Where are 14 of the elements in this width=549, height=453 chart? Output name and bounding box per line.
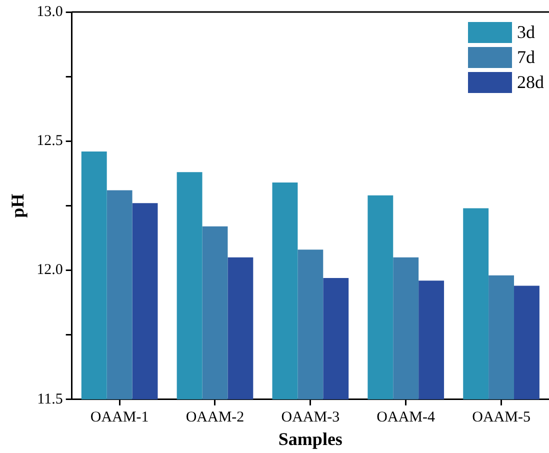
legend-label: 28d [517, 72, 544, 92]
y-axis-title: pH [7, 194, 28, 218]
x-tick-label: OAAM-4 [376, 409, 436, 426]
x-tick-label: OAAM-1 [90, 409, 149, 426]
legend-label: 3d [517, 22, 535, 42]
x-tick-label: OAAM-5 [472, 409, 530, 426]
x-tick-label: OAAM-2 [186, 409, 244, 426]
x-tick-label: OAAM-3 [281, 409, 340, 426]
y-tick-label: 11.5 [37, 391, 63, 408]
y-tick-label: 12.0 [36, 262, 63, 278]
legend-label: 7d [517, 47, 535, 68]
y-tick-label: 12.5 [36, 133, 63, 150]
x-axis-title: Samples [278, 428, 342, 449]
y-tick-label: 13.0 [36, 4, 63, 20]
